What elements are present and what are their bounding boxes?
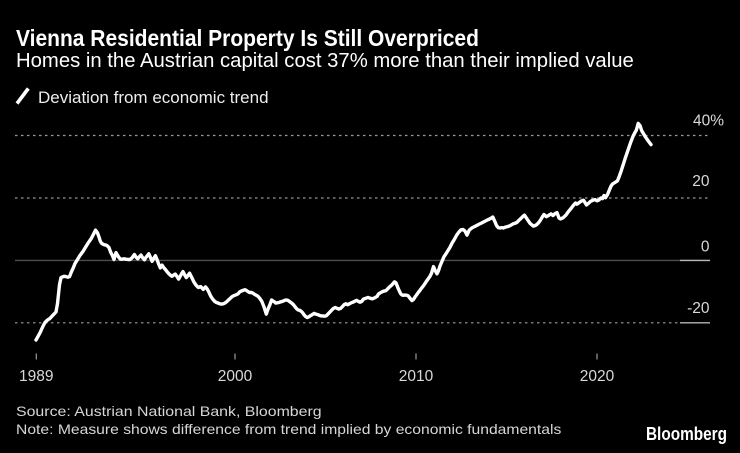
svg-text:2020: 2020: [580, 368, 615, 385]
svg-text:2010: 2010: [399, 368, 434, 385]
svg-text:0: 0: [701, 239, 710, 256]
svg-text:20: 20: [692, 173, 710, 190]
svg-text:1989: 1989: [19, 368, 53, 385]
svg-text:-20: -20: [687, 300, 710, 317]
svg-text:40%: 40%: [693, 113, 724, 130]
svg-text:2000: 2000: [218, 368, 253, 385]
